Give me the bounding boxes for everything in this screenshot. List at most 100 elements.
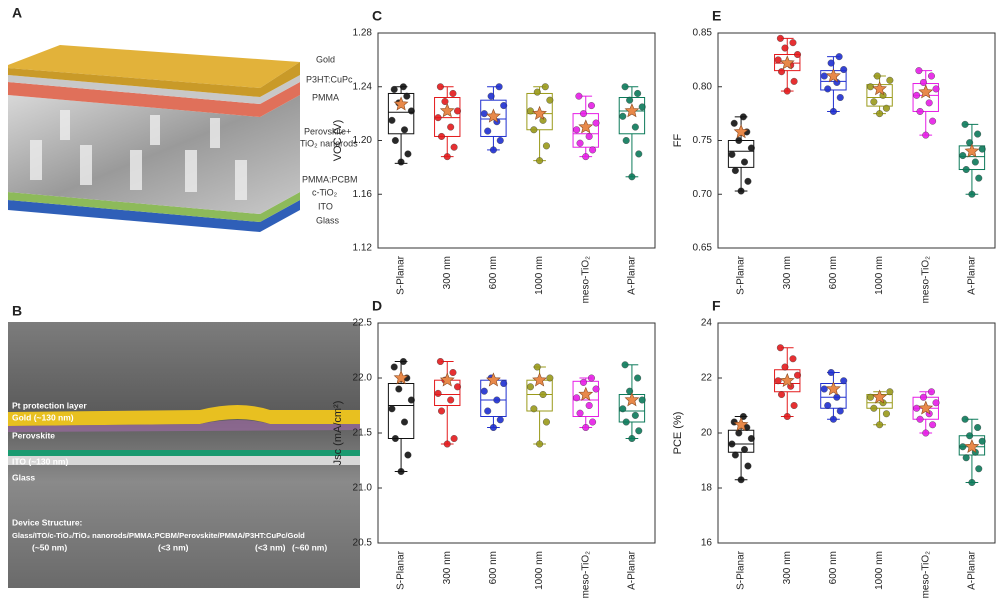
data-point [443,153,451,161]
data-point [587,102,595,110]
mean-star [624,392,640,407]
y-tick-label: 21.0 [353,483,373,494]
data-point [576,139,584,147]
x-tick-label: S-Planar [396,550,407,590]
data-point [500,102,508,110]
data-point [836,93,844,101]
data-point [635,427,643,435]
data-point [438,132,446,140]
data-point [866,393,874,401]
layer-label: c-TiO₂ [312,187,338,197]
data-point [975,465,983,473]
data-point [631,411,639,419]
data-point [484,127,492,135]
data-point [397,158,405,166]
data-point [959,152,967,160]
data-point [876,110,884,118]
box [774,369,801,393]
x-tick-label: A-Planar [627,255,638,295]
data-point [913,91,921,99]
data-point [390,85,398,93]
y-tick-label: 20.5 [353,538,373,549]
x-tick-label: 300 nm [442,551,453,584]
data-point [781,363,789,371]
x-tick-label: 1000 nm [534,551,545,590]
data-point [978,437,986,445]
data-point [592,385,600,393]
data-point [744,462,752,470]
data-point [638,103,646,111]
data-point [399,83,407,91]
data-point [542,418,550,426]
data-point [638,396,646,404]
x-tick-label: 600 nm [488,551,499,584]
plot-frame [377,322,656,544]
data-point [776,34,784,42]
data-point [582,153,590,161]
box [618,97,646,135]
ctio2-layer [8,192,300,222]
data-point [449,369,457,377]
data-point [962,166,970,174]
data-point [539,391,547,399]
data-point [789,355,797,363]
data-point [747,144,755,152]
data-point [927,388,935,396]
mean-star [872,389,887,404]
data-point [589,146,597,154]
data-point [391,136,399,144]
data-point [925,99,933,107]
mean-star [578,119,594,134]
data-point [741,446,749,454]
data-point [728,150,736,158]
x-tick-label: 600 nm [828,551,839,584]
data-point [820,72,828,80]
box [387,383,415,439]
data-point [541,83,549,91]
data-point [436,83,444,91]
data-point [495,83,503,91]
data-point [774,377,782,385]
data-point [546,374,554,382]
layer-label: Perovskite [12,430,55,440]
data-point [790,402,798,410]
plot-frame [717,322,996,544]
y-tick-label: 22.0 [353,373,373,384]
data-point [622,136,630,144]
mean-star [439,103,455,118]
data-point [790,77,798,85]
data-point [829,107,837,115]
layer-label: Glass [316,215,340,225]
data-point [573,394,581,402]
box [434,97,461,137]
mean-star [532,105,547,120]
box [480,99,507,137]
data-point [530,405,538,413]
data-point [840,377,848,385]
mean-star [779,373,795,388]
data-point [882,104,890,112]
p3ht-layer [8,75,300,104]
data-point [631,123,639,131]
data-point [496,416,504,424]
layer-label: ITO (~130 nm) [12,456,68,466]
y-axis-label: FF [672,134,684,148]
data-point [399,358,407,366]
data-point [626,96,634,104]
y-tick-label: 0.70 [693,189,713,200]
gold-band [8,405,360,426]
y-tick-label: 1.28 [353,28,373,39]
data-point [915,67,923,75]
data-point [870,98,878,106]
data-point [929,117,937,125]
thickness: (<3 nm) [158,542,189,552]
mean-star [486,108,501,123]
data-point [454,107,462,115]
data-point [403,92,411,100]
data-point [778,68,786,76]
data-point [961,120,969,128]
data-point [533,363,541,371]
data-point [592,119,600,127]
data-point [824,402,832,410]
data-point [735,136,743,144]
